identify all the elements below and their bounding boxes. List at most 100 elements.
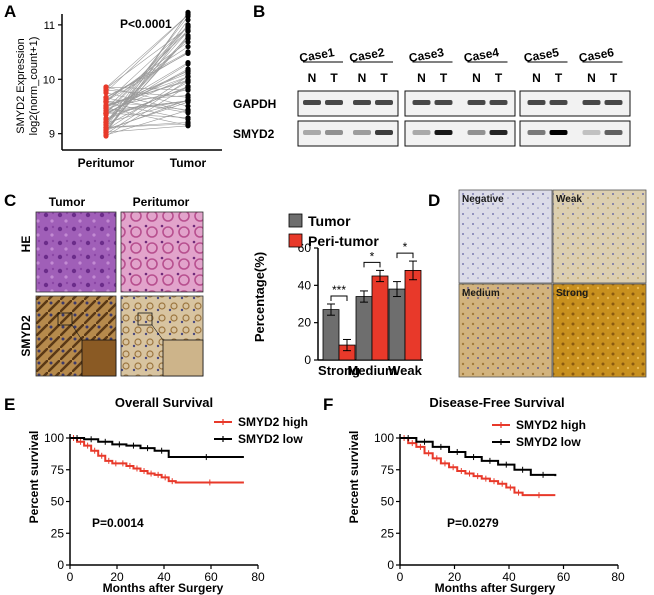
xtick-label: 20 — [110, 570, 124, 584]
xtick-label: 40 — [502, 570, 516, 584]
panel-c-micrographs: Tumor Peritumor HE SMYD2 — [19, 195, 204, 377]
panel-a-pair-line — [105, 100, 189, 124]
panel-a-dot-peritumor — [103, 125, 109, 131]
panel-c-col-peritumor: Peritumor — [133, 195, 190, 209]
lane-label: T — [555, 71, 563, 85]
bar-tumor-weak — [388, 288, 406, 361]
case-label: Case4 — [463, 45, 501, 65]
panel-a-ylabel: SMYD2 Expression log2(norm_count+1) — [15, 37, 40, 136]
panel-letter-b: B — [253, 2, 265, 21]
panel-a-category-tumor: Tumor — [170, 156, 207, 170]
panel-a-dot-peritumor — [103, 90, 109, 96]
panel-f-pvalue: P=0.0279 — [447, 516, 499, 530]
band-gapdh — [434, 100, 453, 105]
panel-a-pair-line — [105, 46, 189, 101]
panel-a-ytick-label: 9 — [49, 129, 55, 141]
panel-a-dot-tumor — [185, 32, 191, 39]
panel-a-dot-peritumor — [103, 110, 109, 116]
panel-a-dot-tumor — [185, 50, 191, 56]
panel-a-dot-tumor — [185, 70, 191, 76]
panel-a-dot-tumor — [185, 115, 191, 121]
panel-a-pair-line — [105, 14, 189, 89]
panel-a-dot-tumor — [185, 94, 191, 100]
panel-a-dot-tumor — [185, 61, 191, 67]
panel-c-bar-ylabel: Percentage(%) — [252, 252, 267, 342]
panel-a-pair-line — [105, 107, 189, 126]
significance-bracket — [330, 295, 348, 301]
panel-e-title: Overall Survival — [115, 395, 213, 410]
lane-label: N — [308, 71, 317, 85]
bar-tumor-medium — [355, 296, 373, 361]
band-gapdh — [527, 100, 546, 105]
ihc-label-negative: Negative — [462, 194, 504, 205]
panel-f-disease-free-survival: Disease-Free Survival Percent survival M… — [347, 395, 625, 595]
panel-a-dot-tumor — [185, 123, 191, 129]
ytick-label: 25 — [381, 526, 395, 540]
lane-label: T — [330, 71, 338, 85]
panel-a-pvalue: P<0.0001 — [120, 17, 172, 31]
band-gapdh — [467, 100, 486, 105]
panel-a-pair-line — [105, 38, 189, 123]
lane-label: T — [495, 71, 503, 85]
band-gapdh — [353, 100, 371, 105]
panel-a-dot-tumor — [185, 108, 191, 114]
legend-label-peri-tumor: Peri-tumor — [308, 233, 379, 249]
ihc-weak — [552, 189, 647, 284]
lane-label: N — [417, 71, 426, 85]
legend-label: SMYD2 low — [516, 435, 581, 449]
band-smyd2 — [325, 130, 343, 135]
panel-a-pair-line — [105, 76, 189, 107]
zoom-inset-peritumor — [162, 339, 204, 377]
ihc-label-medium: Medium — [462, 288, 500, 299]
panel-e-pvalue: P=0.0014 — [92, 516, 144, 530]
band-smyd2 — [375, 130, 393, 135]
xtick-label: 40 — [157, 570, 171, 584]
zoom-line-peritumor — [151, 324, 164, 341]
xtick-label: 20 — [448, 570, 462, 584]
panel-a-pair-line — [105, 30, 189, 125]
panel-a-pair-line — [105, 73, 189, 107]
legend-swatch-tumor — [288, 213, 303, 228]
panel-a-scatter: SMYD2 Expression log2(norm_count+1) 9 10 1… — [15, 9, 222, 170]
panel-a-category-peritumor: Peritumor — [78, 156, 135, 170]
zoom-box-tumor — [57, 312, 73, 326]
panel-a-dot-tumor — [185, 79, 191, 85]
panel-letter-d: D — [428, 191, 440, 210]
significance-bracket — [396, 252, 414, 259]
survival-curve-smyd2-high — [400, 437, 556, 497]
bar-tumor-strong — [322, 309, 340, 361]
band-gapdh — [604, 100, 623, 105]
band-smyd2 — [582, 130, 601, 135]
xtick-label: 0 — [397, 570, 404, 584]
panel-c-ytick-label: 0 — [304, 353, 311, 367]
band-gapdh — [325, 100, 343, 105]
lane-label: N — [587, 71, 596, 85]
panel-a-ytick-label: 11 — [44, 20, 55, 32]
lane-label: N — [532, 71, 541, 85]
panel-a-pair-line — [105, 27, 189, 89]
xtick-label: 60 — [557, 570, 571, 584]
panel-a-pair-line — [105, 99, 189, 131]
legend-label: SMYD2 low — [238, 432, 303, 446]
ytick-label: 100 — [374, 431, 394, 445]
band-smyd2 — [527, 130, 546, 135]
zoom-inset-tumor — [81, 339, 117, 377]
panel-a-dot-tumor — [185, 9, 191, 15]
panel-a-dot-tumor — [185, 13, 191, 19]
legend-swatch-peri-tumor — [288, 233, 303, 248]
band-smyd2 — [303, 130, 321, 135]
panel-c-ytick-label: 40 — [298, 278, 312, 292]
xtick-label: 80 — [251, 570, 265, 584]
panel-letter-e: E — [4, 395, 15, 414]
significance-stars: * — [370, 249, 375, 263]
case-label: Case3 — [408, 45, 446, 65]
case-label: Case5 — [523, 45, 561, 65]
panel-a-dot-tumor — [185, 83, 191, 89]
survival-curve-smyd2-high — [70, 437, 244, 484]
panel-a-dot-peritumor — [103, 106, 109, 112]
panel-a-dot-tumor — [185, 28, 191, 34]
case-label: Case1 — [298, 45, 336, 65]
